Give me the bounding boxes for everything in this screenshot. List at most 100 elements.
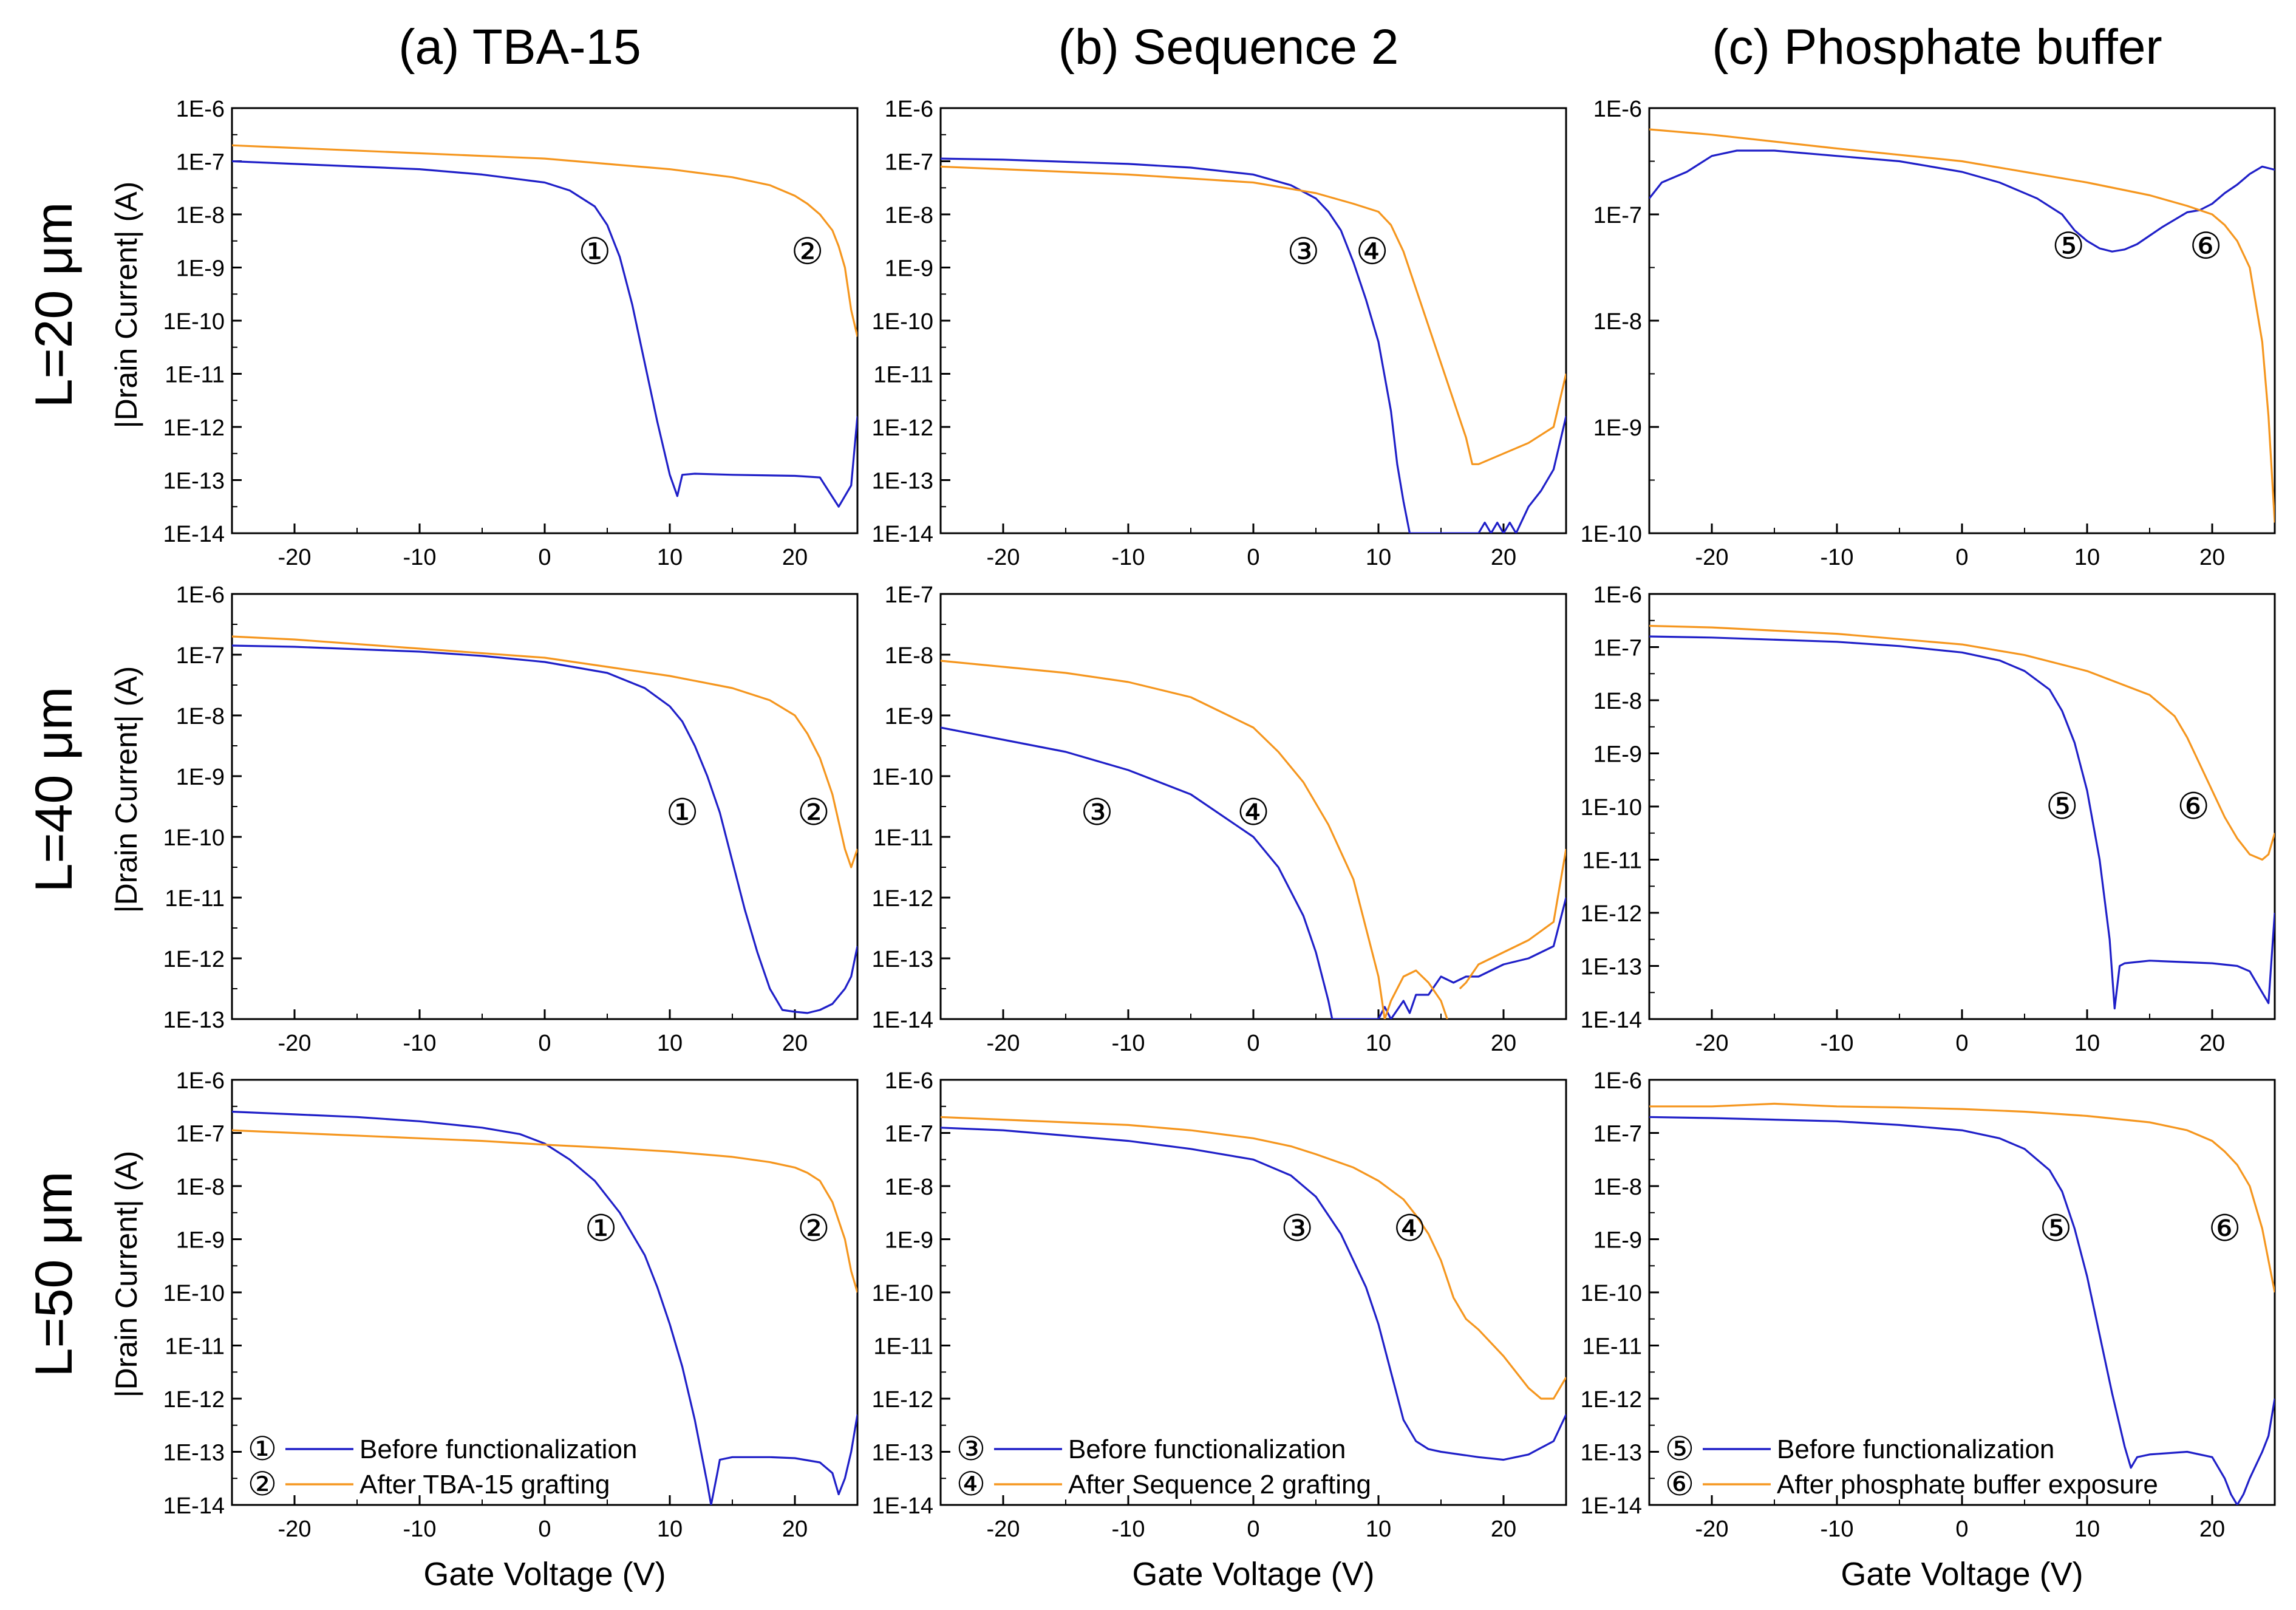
y-tick-label: 1E-14	[1581, 1008, 1642, 1033]
series-group	[1649, 128, 2275, 523]
series-line-before	[232, 644, 857, 1014]
legend: ① Before functionalization ② After TBA-15 g…	[248, 1431, 638, 1503]
x-tick-label: -10	[403, 1031, 437, 1056]
y-tick-label: 1E-8	[885, 203, 933, 228]
curve-annotation-marker: ④	[1356, 231, 1389, 271]
y-tick-label: 1E-10	[163, 309, 225, 335]
series-line-after	[232, 144, 857, 337]
curve-annotation-marker: ⑤	[2046, 786, 2079, 827]
series-line-after	[1649, 624, 2275, 861]
series-group	[232, 1110, 857, 1505]
y-tick-label: 1E-11	[873, 363, 933, 388]
y-tick-label: 1E-14	[163, 522, 225, 547]
y-tick-label: 1E-13	[872, 947, 933, 972]
chart-panel-b-20: 1E-14 1E-13 1E-12 1E-11 1E-10 1E-9 1E-8 1E-7 1E-…	[872, 97, 1567, 570]
column-title-sequence2: (b) Sequence 2	[1058, 19, 1399, 75]
chart-panel-c-20: 1E-10 1E-9 1E-8 1E-7 1E-6 -20 -10 0 10 20 ⑤ ⑥	[1581, 97, 2276, 570]
x-axis-label-col2: Gate Voltage (V)	[1132, 1556, 1374, 1592]
legend: ⑤ Before functionalization ⑥ After phosphat…	[1665, 1431, 2158, 1503]
x-tick-label: -10	[1821, 545, 1854, 570]
y-tick-label: 1E-9	[885, 1228, 933, 1254]
series-group	[1649, 1102, 2275, 1505]
x-tick-label: 0	[1247, 545, 1259, 570]
plot-frame	[939, 107, 1567, 534]
curve-annotation-marker: ④	[1394, 1208, 1426, 1249]
legend-marker: ①	[248, 1431, 277, 1467]
y-tick-label: 1E-13	[872, 469, 933, 494]
series-line-after	[1649, 128, 2275, 523]
y-tick-label: 1E-8	[1593, 309, 1642, 335]
legend-label: After Sequence 2 grafting	[1068, 1470, 1371, 1499]
y-tick-label: 1E-7	[885, 150, 933, 176]
series-line-after	[232, 1129, 857, 1293]
series-line-before	[941, 726, 1566, 1019]
y-tick-label: 1E-12	[163, 947, 225, 972]
series-line-after	[1649, 1102, 2275, 1293]
series-line-after	[1459, 848, 1566, 990]
y-tick-label: 1E-9	[1593, 1228, 1642, 1254]
curve-annotation-marker: ②	[797, 1208, 830, 1249]
series-line-before	[232, 1110, 857, 1505]
y-tick-label: 1E-6	[176, 97, 225, 122]
curve-annotation-marker: ⑥	[2190, 226, 2223, 267]
y-tick-label: 1E-7	[176, 1122, 225, 1147]
y-tick-label: 1E-13	[872, 1441, 933, 1466]
y-tick-label: 1E-9	[1593, 415, 1642, 441]
y-tick-label: 1E-12	[1581, 1387, 1642, 1413]
x-tick-label: -20	[987, 1516, 1020, 1542]
x-tick-label: -10	[1112, 545, 1145, 570]
column-title-tba15: (a) TBA-15	[398, 19, 641, 75]
y-axis-label-row2: |Drain Current| (A)	[109, 666, 143, 913]
y-tick-label: 1E-7	[1593, 636, 1642, 661]
y-tick-label: 1E-13	[163, 1008, 225, 1033]
y-tick-label: 1E-6	[176, 1068, 225, 1094]
curve-annotation-marker: ⑥	[2177, 786, 2210, 827]
x-tick-label: 0	[1955, 1516, 1968, 1542]
x-tick-label: -20	[278, 545, 312, 570]
y-tick-label: 1E-14	[1581, 1493, 1642, 1519]
y-tick-label: 1E-8	[176, 203, 225, 228]
y-tick-label: 1E-12	[872, 886, 933, 912]
x-tick-label: -10	[403, 545, 437, 570]
y-tick-label: 1E-6	[885, 1068, 933, 1094]
y-tick-label: 1E-7	[1593, 1122, 1642, 1147]
y-tick-label: 1E-13	[163, 1441, 225, 1466]
legend-marker: ⑤	[1665, 1431, 1694, 1467]
series-line-before	[941, 157, 1566, 533]
x-tick-label: 10	[657, 1516, 683, 1542]
curve-annotation-marker: ⑥	[2209, 1208, 2241, 1249]
x-tick-label: -20	[987, 1031, 1020, 1056]
series-line-before	[232, 160, 857, 508]
curve-annotation-marker: ①	[666, 792, 699, 833]
legend-label: After TBA-15 grafting	[359, 1470, 610, 1499]
curve-annotation-marker: ④	[1237, 792, 1270, 833]
legend-marker: ④	[956, 1466, 986, 1503]
y-tick-label: 1E-11	[165, 363, 225, 388]
y-tick-label: 1E-8	[1593, 689, 1642, 714]
y-tick-label: 1E-8	[1593, 1175, 1642, 1200]
legend-marker: ③	[956, 1431, 986, 1467]
row-label-l40: L=40 μm	[25, 687, 83, 893]
y-tick-label: 1E-10	[163, 825, 225, 851]
y-tick-label: 1E-10	[163, 1281, 225, 1306]
y-tick-label: 1E-11	[1582, 848, 1642, 874]
y-tick-label: 1E-12	[163, 415, 225, 441]
legend-marker: ②	[248, 1466, 277, 1503]
x-tick-label: 20	[782, 1516, 808, 1542]
legend: ③ Before functionalization ④ After Sequence…	[956, 1431, 1371, 1503]
chart-panel-a-50: 1E-14 1E-13 1E-12 1E-11 1E-10 1E-9 1E-8 1E-7 1E-…	[163, 1068, 859, 1542]
legend-marker: ⑥	[1665, 1466, 1694, 1503]
y-tick-label: 1E-9	[176, 765, 225, 790]
x-tick-label: -20	[987, 545, 1020, 570]
curve-annotation-marker: ②	[797, 792, 830, 833]
curve-annotation-marker: ③	[1281, 1208, 1313, 1249]
y-tick-label: 1E-10	[1581, 1281, 1642, 1306]
y-tick-label: 1E-14	[872, 1493, 933, 1519]
x-tick-label: 10	[1366, 1031, 1391, 1056]
curve-annotation-marker: ②	[791, 231, 824, 271]
y-tick-label: 1E-12	[872, 1387, 933, 1413]
x-tick-label: 20	[1491, 545, 1516, 570]
y-tick-label: 1E-6	[885, 97, 933, 122]
x-tick-label: -20	[278, 1031, 312, 1056]
series-line-after	[232, 635, 857, 868]
